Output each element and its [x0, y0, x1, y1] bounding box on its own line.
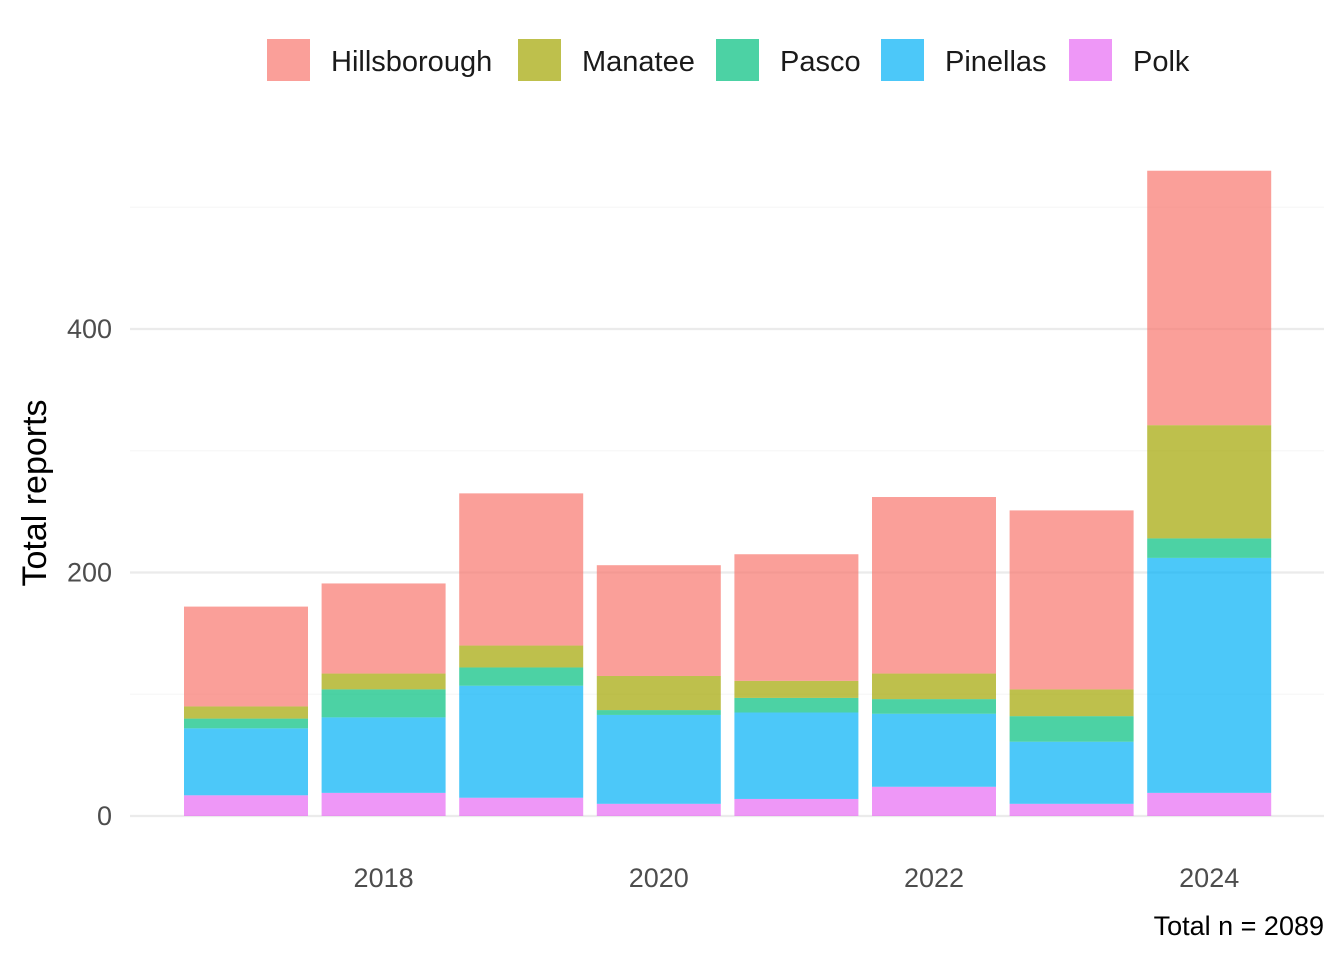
bar-manatee-2022: [872, 673, 996, 700]
bar-manatee-2024: [1147, 425, 1272, 539]
bar-polk-2019: [459, 797, 584, 816]
legend-label: Pasco: [780, 46, 861, 78]
bar-hillsborough-2017: [184, 606, 308, 707]
bar-polk-2023: [1009, 803, 1134, 816]
bar-polk-2020: [596, 803, 721, 816]
bar-manatee-2017: [184, 706, 308, 719]
y-tick-label: 0: [97, 801, 112, 831]
x-tick-label: 2024: [1179, 863, 1239, 893]
bar-pinellas-2020: [596, 714, 721, 804]
bar-pasco-2019: [459, 667, 584, 686]
bar-pasco-2018: [321, 689, 446, 718]
bar-pinellas-2024: [1147, 557, 1272, 793]
bar-hillsborough-2022: [872, 497, 996, 674]
x-tick-label: 2018: [354, 863, 414, 893]
bar-pasco-2024: [1147, 538, 1272, 558]
bar-pinellas-2023: [1009, 741, 1134, 804]
bar-hillsborough-2021: [734, 554, 859, 681]
bar-hillsborough-2018: [321, 583, 446, 674]
legend-key: [881, 39, 924, 81]
bar-polk-2017: [184, 795, 308, 816]
bar-hillsborough-2024: [1147, 170, 1272, 426]
bar-manatee-2021: [734, 680, 859, 698]
bar-manatee-2023: [1009, 689, 1134, 717]
bar-polk-2024: [1147, 792, 1272, 816]
legend-item-pinellas: Pinellas: [881, 39, 1047, 81]
bars: [184, 170, 1272, 816]
x-tick-label: 2022: [904, 863, 964, 893]
x-tick-label: 2020: [629, 863, 689, 893]
legend-key: [518, 39, 561, 81]
bar-pinellas-2021: [734, 712, 859, 799]
legend-item-hillsborough: Hillsborough: [267, 39, 492, 81]
bar-pasco-2022: [872, 699, 996, 714]
legend-label: Hillsborough: [331, 46, 492, 78]
legend-label: Pinellas: [945, 46, 1047, 78]
gridlines: [130, 206, 1324, 818]
bar-pinellas-2018: [321, 717, 446, 793]
y-axis-ticks: 0 200 400: [67, 314, 112, 831]
bar-pinellas-2019: [459, 685, 584, 798]
bar-pinellas-2017: [184, 728, 308, 796]
bar-polk-2018: [321, 792, 446, 816]
legend-label: Polk: [1133, 46, 1190, 78]
legend-key: [267, 39, 310, 81]
y-axis-title: Total reports: [16, 399, 54, 586]
legend-item-polk: Polk: [1069, 39, 1190, 81]
legend-key: [1069, 39, 1112, 81]
bar-hillsborough-2019: [459, 493, 584, 646]
caption: Total n = 2089: [1154, 911, 1324, 941]
bar-pasco-2023: [1009, 716, 1134, 742]
bar-pinellas-2022: [872, 713, 996, 787]
x-axis-ticks: 2018 2020 2022 2024: [354, 863, 1240, 893]
legend: Hillsborough Manatee Pasco Pinellas Polk: [267, 39, 1190, 81]
legend-label: Manatee: [582, 46, 695, 78]
bar-hillsborough-2023: [1009, 510, 1134, 690]
bar-polk-2022: [872, 786, 996, 816]
legend-item-pasco: Pasco: [716, 39, 861, 81]
bar-pasco-2020: [596, 710, 721, 715]
bar-manatee-2019: [459, 645, 584, 668]
bar-manatee-2018: [321, 673, 446, 690]
y-tick-label: 400: [67, 314, 112, 344]
y-tick-label: 200: [67, 558, 112, 588]
legend-key: [716, 39, 759, 81]
bar-polk-2021: [734, 798, 859, 816]
legend-item-manatee: Manatee: [518, 39, 695, 81]
bar-hillsborough-2020: [596, 565, 721, 676]
bar-pasco-2017: [184, 718, 308, 729]
bar-manatee-2020: [596, 675, 721, 711]
bar-pasco-2021: [734, 697, 859, 713]
